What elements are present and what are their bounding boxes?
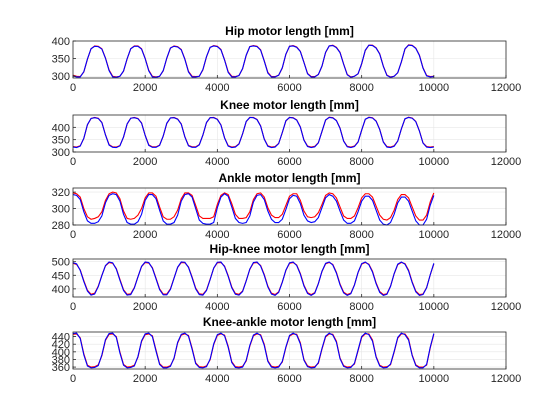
x-tick-label: 10000 bbox=[419, 373, 450, 385]
x-tick-label: 0 bbox=[70, 229, 76, 241]
subplot-3: 0 2000 4000 6000 8000 10000 12000 280 300 320 Ankl… bbox=[52, 171, 522, 241]
subplot-title: Knee-ankle motor length [mm] bbox=[203, 315, 376, 329]
series-line-red bbox=[72, 116, 434, 148]
series-line-red bbox=[72, 191, 435, 221]
x-tick-label: 0 bbox=[70, 373, 76, 385]
series-line-red bbox=[72, 261, 435, 296]
x-tick-label: 12000 bbox=[491, 156, 522, 168]
x-tick-label: 12000 bbox=[491, 82, 522, 94]
subplot-title: Knee motor length [mm] bbox=[220, 98, 359, 112]
x-tick-label: 0 bbox=[70, 82, 76, 94]
x-tick-label: 8000 bbox=[349, 373, 373, 385]
series-line-blue bbox=[72, 116, 434, 149]
x-tick-label: 6000 bbox=[277, 373, 301, 385]
x-tick-label: 12000 bbox=[491, 301, 522, 313]
x-tick-label: 2000 bbox=[133, 82, 157, 94]
y-tick-label: 500 bbox=[52, 257, 70, 269]
series-line-red bbox=[72, 333, 435, 368]
x-tick-label: 4000 bbox=[205, 156, 229, 168]
x-tick-label: 10000 bbox=[419, 156, 450, 168]
x-tick-label: 10000 bbox=[419, 82, 450, 94]
y-tick-label: 280 bbox=[52, 220, 70, 232]
y-tick-label: 440 bbox=[52, 332, 70, 344]
x-tick-label: 6000 bbox=[277, 301, 301, 313]
y-tick-label: 380 bbox=[52, 354, 70, 366]
series-line-blue bbox=[72, 332, 435, 369]
x-tick-label: 10000 bbox=[419, 229, 450, 241]
y-tick-label: 400 bbox=[52, 36, 70, 48]
y-tick-label: 350 bbox=[52, 54, 70, 66]
x-tick-label: 4000 bbox=[205, 373, 229, 385]
y-tick-label: 300 bbox=[52, 71, 70, 83]
x-tick-label: 0 bbox=[70, 156, 76, 168]
x-tick-label: 10000 bbox=[419, 301, 450, 313]
y-tick-label: 320 bbox=[52, 187, 70, 199]
subplot-title: Hip-knee motor length [mm] bbox=[209, 242, 369, 256]
y-tick-label: 420 bbox=[52, 339, 70, 351]
subplot-title: Hip motor length [mm] bbox=[225, 24, 354, 38]
x-tick-label: 8000 bbox=[349, 229, 373, 241]
x-tick-label: 8000 bbox=[349, 301, 373, 313]
y-tick-label: 300 bbox=[52, 147, 70, 159]
x-tick-label: 2000 bbox=[133, 229, 157, 241]
series-line-blue bbox=[72, 193, 435, 226]
x-tick-label: 8000 bbox=[349, 82, 373, 94]
y-tick-label: 350 bbox=[52, 135, 70, 147]
x-tick-label: 2000 bbox=[133, 373, 157, 385]
x-tick-label: 12000 bbox=[491, 373, 522, 385]
x-tick-label: 0 bbox=[70, 301, 76, 313]
x-tick-label: 4000 bbox=[205, 82, 229, 94]
x-tick-label: 6000 bbox=[277, 156, 301, 168]
y-tick-label: 400 bbox=[52, 347, 70, 359]
x-tick-label: 4000 bbox=[205, 229, 229, 241]
y-tick-label: 400 bbox=[52, 122, 70, 134]
series-line-blue bbox=[72, 44, 434, 78]
series-line-red bbox=[72, 44, 434, 78]
series-line-blue bbox=[72, 261, 435, 297]
x-tick-label: 2000 bbox=[133, 156, 157, 168]
x-tick-label: 6000 bbox=[277, 229, 301, 241]
x-tick-label: 2000 bbox=[133, 301, 157, 313]
x-tick-label: 8000 bbox=[349, 156, 373, 168]
subplot-1: 0 2000 4000 6000 8000 10000 12000 300 350 400 Hip … bbox=[52, 24, 522, 94]
y-tick-label: 300 bbox=[52, 204, 70, 216]
subplot-5: 0 2000 4000 6000 8000 10000 12000 3603804004204… bbox=[52, 315, 522, 385]
y-tick-label: 360 bbox=[52, 362, 70, 374]
x-tick-label: 6000 bbox=[277, 82, 301, 94]
y-tick-label: 450 bbox=[52, 270, 70, 282]
x-tick-label: 4000 bbox=[205, 301, 229, 313]
subplot-title: Ankle motor length [mm] bbox=[218, 171, 360, 185]
y-tick-label: 400 bbox=[52, 284, 70, 296]
x-tick-label: 12000 bbox=[491, 229, 522, 241]
